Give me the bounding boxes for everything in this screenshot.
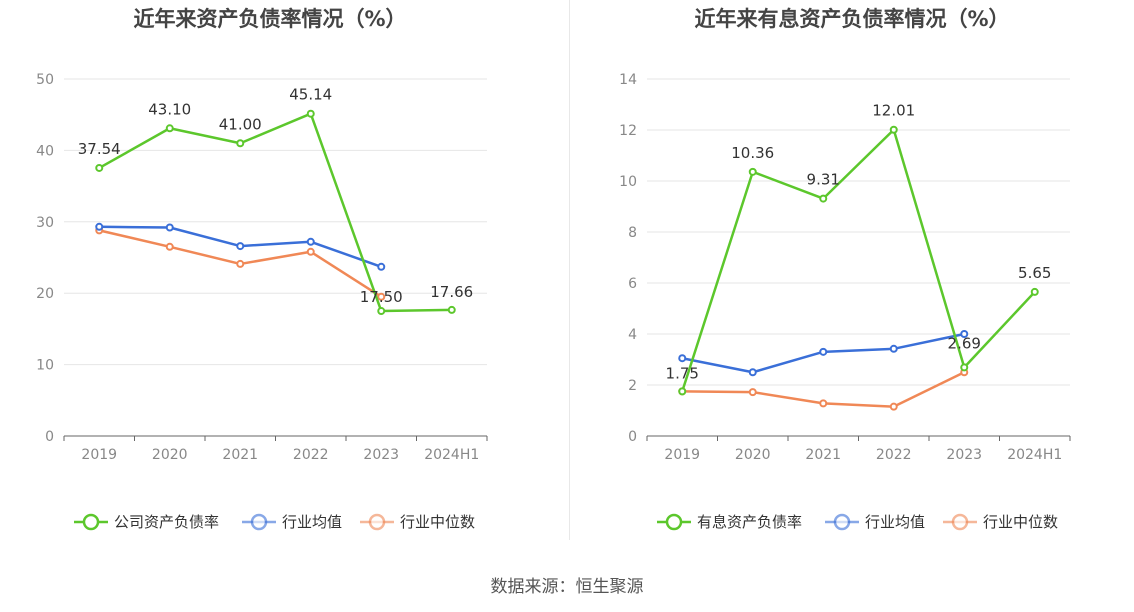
data-point xyxy=(165,223,174,232)
data-point xyxy=(1030,287,1039,296)
data-label: 10.36 xyxy=(731,144,774,162)
data-label: 45.14 xyxy=(289,86,332,104)
x-tick-label: 2023 xyxy=(363,447,399,463)
legend-label: 有息资产负债率 xyxy=(697,513,802,531)
data-label: 1.75 xyxy=(666,364,699,382)
data-point xyxy=(377,262,386,271)
panel-divider xyxy=(569,0,570,540)
y-tick-label: 14 xyxy=(619,72,637,88)
data-point xyxy=(236,139,245,148)
data-point xyxy=(960,330,969,338)
x-tick-label: 2021 xyxy=(222,447,258,463)
x-tick-label: 2023 xyxy=(946,447,982,463)
data-point xyxy=(748,368,757,377)
y-tick-label: 2 xyxy=(628,378,637,394)
data-point xyxy=(889,344,898,353)
y-tick-label: 6 xyxy=(628,276,637,292)
data-label: 9.31 xyxy=(807,171,840,189)
chart-svg-left: 近年来资产负债率情况（%） 0 10 20 30 40 50 2019 2020 2021 2022… xyxy=(36,7,488,531)
data-point xyxy=(95,222,104,231)
legend-marker xyxy=(665,513,683,531)
chart-title: 近年来资产负债率情况（%） xyxy=(133,7,406,31)
chart-interest-bearing-liability-ratio: 近年来有息资产负债率情况（%） 0 2 4 6 8 10 12 14 2019 2020 2021 20… xyxy=(567,0,1134,560)
data-label: 17.50 xyxy=(360,288,403,306)
y-tick-label: 4 xyxy=(628,327,637,343)
y-tick-label: 20 xyxy=(36,286,54,302)
legend-label: 行业均值 xyxy=(865,513,925,531)
y-tick-label: 12 xyxy=(619,123,637,139)
x-tick-label: 2021 xyxy=(805,447,841,463)
data-point xyxy=(377,307,386,316)
data-source: 数据来源：恒生聚源 xyxy=(490,577,644,597)
legend-marker xyxy=(833,513,851,531)
x-tick-label: 2020 xyxy=(735,447,771,463)
data-point xyxy=(960,363,969,372)
x-tick-label: 2019 xyxy=(81,447,117,463)
legend-label: 行业均值 xyxy=(282,513,342,531)
x-tick-label: 2020 xyxy=(152,447,188,463)
legend-marker xyxy=(368,513,386,531)
legend-item: 有息资产负债率 xyxy=(657,513,802,531)
chart-asset-liability-ratio: 近年来资产负债率情况（%） 0 10 20 30 40 50 2019 2020 2021 2022… xyxy=(0,0,567,560)
data-point xyxy=(306,237,315,246)
y-tick-label: 10 xyxy=(619,174,637,190)
data-label: 2.69 xyxy=(948,334,981,352)
x-tick-label: 2024H1 xyxy=(1007,447,1062,463)
data-point xyxy=(819,194,828,203)
legend-item: 公司资产负债率 xyxy=(74,513,219,531)
data-point xyxy=(165,124,174,133)
series-line xyxy=(681,128,1036,392)
legend-item: 行业均值 xyxy=(825,513,925,531)
data-label: 37.54 xyxy=(78,140,121,158)
data-point xyxy=(748,167,757,176)
x-tick-label: 2019 xyxy=(664,447,700,463)
data-label: 43.10 xyxy=(148,100,191,118)
legend-marker xyxy=(951,513,969,531)
y-tick-label: 40 xyxy=(36,143,54,159)
data-label: 41.00 xyxy=(219,115,262,133)
legend-label: 行业中位数 xyxy=(983,513,1058,531)
legend-marker xyxy=(250,513,268,531)
y-tick-label: 30 xyxy=(36,215,54,231)
data-point xyxy=(678,387,687,396)
data-point xyxy=(889,125,898,134)
data-label: 12.01 xyxy=(872,102,915,120)
data-point xyxy=(889,402,898,411)
legend-label: 公司资产负债率 xyxy=(114,513,219,531)
data-point xyxy=(678,354,687,363)
y-tick-label: 0 xyxy=(45,429,54,445)
data-label: 17.66 xyxy=(430,283,473,301)
series-line xyxy=(98,112,452,313)
data-point xyxy=(819,399,828,408)
data-label: 5.65 xyxy=(1018,264,1051,282)
y-tick-label: 0 xyxy=(628,429,637,445)
data-point xyxy=(819,347,828,356)
data-point xyxy=(306,247,315,256)
chart-svg-right: 近年来有息资产负债率情况（%） 0 2 4 6 8 10 12 14 2019 2020 2021 20… xyxy=(619,7,1071,531)
data-point xyxy=(447,305,456,314)
x-tick-label: 2022 xyxy=(876,447,912,463)
y-tick-label: 8 xyxy=(628,225,637,241)
data-point xyxy=(748,388,757,397)
data-point xyxy=(377,292,386,301)
data-point xyxy=(165,242,174,251)
data-point xyxy=(95,163,104,172)
data-point xyxy=(236,259,245,268)
legend-item: 行业中位数 xyxy=(943,513,1058,531)
y-tick-label: 50 xyxy=(36,72,54,88)
chart-title: 近年来有息资产负债率情况（%） xyxy=(694,7,1009,31)
legend-item: 行业中位数 xyxy=(360,513,475,531)
x-tick-label: 2024H1 xyxy=(424,447,479,463)
data-point xyxy=(306,109,315,118)
y-tick-label: 10 xyxy=(36,358,54,374)
legend-item: 行业均值 xyxy=(242,513,342,531)
legend-marker xyxy=(82,513,100,531)
x-tick-label: 2022 xyxy=(293,447,329,463)
legend-label: 行业中位数 xyxy=(400,513,475,531)
data-point xyxy=(236,242,245,251)
